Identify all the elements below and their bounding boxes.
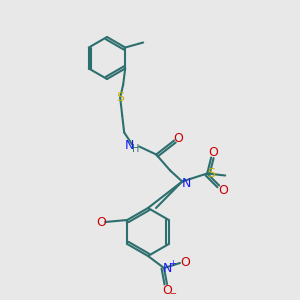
Text: O: O (173, 132, 183, 145)
Text: N: N (124, 139, 134, 152)
Text: N: N (182, 177, 191, 190)
Text: +: + (169, 259, 176, 268)
Text: S: S (207, 167, 215, 180)
Text: S: S (116, 91, 124, 104)
Text: O: O (162, 284, 172, 298)
Text: −: − (169, 290, 176, 298)
Text: O: O (218, 184, 228, 197)
Text: O: O (208, 146, 218, 159)
Text: O: O (180, 256, 190, 269)
Text: N: N (162, 262, 172, 275)
Text: H: H (133, 145, 140, 154)
Text: O: O (96, 215, 106, 229)
